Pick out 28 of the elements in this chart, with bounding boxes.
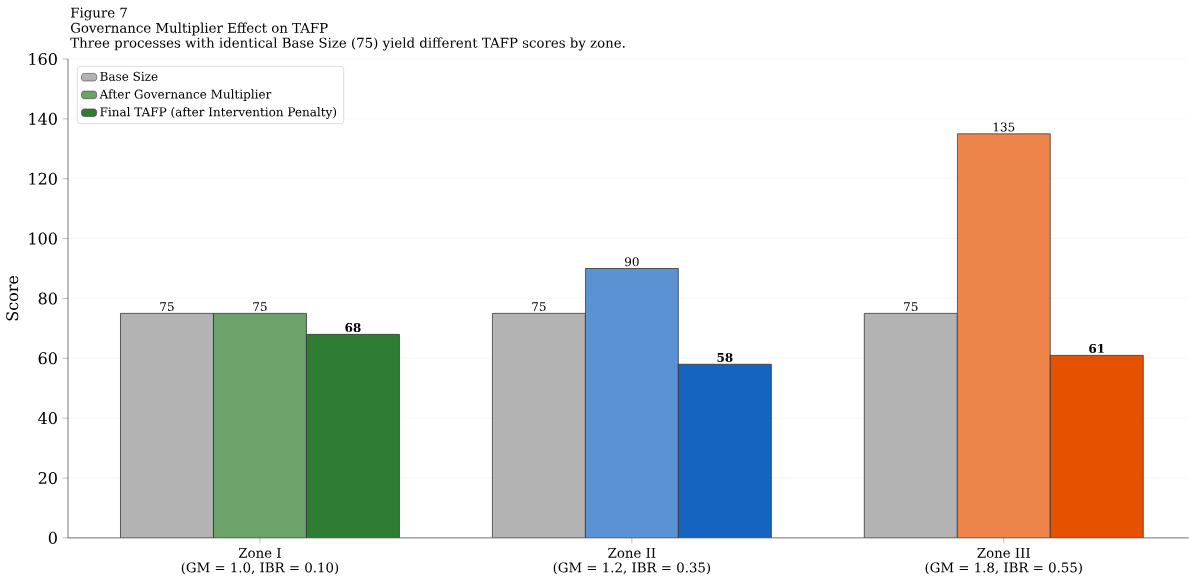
data-label: 61 [1089, 344, 1104, 354]
y-tick-label: 140 [29, 112, 57, 125]
y-tick-label: 60 [38, 352, 57, 365]
data-label: 75 [532, 302, 546, 312]
y-tick-label: 160 [29, 53, 57, 66]
legend-label: Final TAFP (after Intervention Penalty) [100, 107, 337, 119]
data-label: 58 [717, 352, 733, 363]
y-tick-label: 100 [29, 232, 57, 245]
data-label: 90 [624, 257, 639, 267]
data-label: 68 [345, 323, 361, 333]
data-label: 75 [904, 302, 918, 312]
legend-label: After Governance Multiplier [99, 89, 272, 101]
text: Three processes with identical Base Size (75) yield different TAFP scores by zone. [70, 37, 625, 51]
data-label: 135 [993, 122, 1015, 132]
x-tick-label: Zone II (GM = 1.2, IBR = 0.35) [553, 547, 711, 575]
legend-label: Base Size [100, 71, 158, 81]
chart-subtitle: Governance Multiplier Effect on TAFP [71, 22, 328, 36]
y-axis-title: Score [6, 275, 19, 321]
y-tick-label: 0 [48, 531, 57, 544]
chart-title: Figure 7 [70, 7, 127, 21]
y-tick-label: 40 [38, 412, 57, 425]
y-tick-label: 20 [38, 472, 57, 485]
x-tick-label: Zone III (GM = 1.8, IBR = 0.55) [925, 547, 1082, 575]
data-label: 75 [253, 302, 267, 312]
y-tick-label: 80 [38, 292, 57, 305]
x-tick-label: Zone I (GM = 1.0, IBR = 0.10) [181, 547, 339, 575]
data-label: 75 [160, 302, 174, 312]
y-tick-label: 120 [29, 172, 57, 185]
